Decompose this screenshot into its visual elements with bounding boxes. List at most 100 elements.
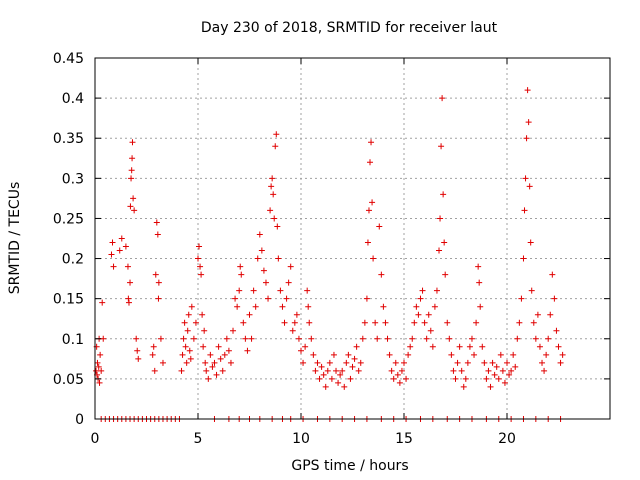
data-point bbox=[283, 295, 290, 302]
data-point bbox=[93, 367, 100, 374]
data-point bbox=[345, 351, 352, 358]
data-point bbox=[501, 379, 508, 386]
data-point bbox=[308, 335, 315, 342]
data-point bbox=[250, 287, 257, 294]
data-point bbox=[186, 347, 193, 354]
data-point bbox=[219, 367, 226, 374]
data-point bbox=[437, 215, 444, 222]
data-point bbox=[232, 295, 239, 302]
data-point bbox=[183, 359, 190, 366]
data-point bbox=[384, 335, 391, 342]
data-point bbox=[205, 375, 212, 382]
data-point bbox=[110, 263, 117, 270]
data-point bbox=[438, 143, 445, 150]
data-point bbox=[510, 351, 517, 358]
data-point bbox=[520, 255, 527, 262]
data-point bbox=[370, 255, 377, 262]
data-point bbox=[553, 327, 560, 334]
y-tick-label: 0.2 bbox=[62, 252, 84, 268]
data-point bbox=[526, 183, 533, 190]
data-point bbox=[477, 303, 484, 310]
data-markers bbox=[93, 87, 566, 422]
data-point bbox=[246, 311, 253, 318]
data-point bbox=[131, 207, 138, 214]
data-point bbox=[198, 271, 205, 278]
data-point bbox=[116, 247, 123, 254]
data-point bbox=[254, 255, 261, 262]
data-point bbox=[367, 159, 374, 166]
data-point bbox=[499, 367, 506, 374]
data-point bbox=[248, 335, 255, 342]
data-point bbox=[258, 247, 265, 254]
y-tick-label: 0.25 bbox=[53, 211, 84, 227]
data-point bbox=[187, 355, 194, 362]
data-point bbox=[409, 335, 416, 342]
data-point bbox=[441, 239, 448, 246]
data-point bbox=[217, 355, 224, 362]
data-point bbox=[285, 279, 292, 286]
data-point bbox=[343, 359, 350, 366]
data-point bbox=[516, 319, 523, 326]
data-point bbox=[450, 367, 457, 374]
data-point bbox=[415, 311, 422, 318]
y-tick-label: 0.1 bbox=[62, 332, 84, 348]
data-point bbox=[508, 367, 515, 374]
data-point bbox=[234, 303, 241, 310]
data-point bbox=[184, 327, 191, 334]
data-point bbox=[155, 295, 162, 302]
x-tick-label: 0 bbox=[91, 431, 100, 447]
data-point bbox=[275, 255, 282, 262]
data-point bbox=[431, 303, 438, 310]
data-point bbox=[223, 335, 230, 342]
data-point bbox=[260, 267, 267, 274]
data-point bbox=[534, 311, 541, 318]
plot-frame bbox=[94, 57, 611, 420]
data-point bbox=[506, 371, 513, 378]
data-point bbox=[127, 203, 134, 210]
data-point bbox=[300, 359, 307, 366]
data-point bbox=[134, 347, 141, 354]
data-point bbox=[211, 359, 218, 366]
data-point bbox=[272, 143, 279, 150]
data-point bbox=[386, 351, 393, 358]
data-point bbox=[128, 175, 135, 182]
data-point bbox=[244, 347, 251, 354]
data-point bbox=[298, 347, 304, 354]
data-point bbox=[429, 343, 436, 350]
data-point bbox=[279, 303, 286, 310]
data-point bbox=[349, 363, 356, 370]
data-point bbox=[200, 343, 207, 350]
data-point bbox=[192, 319, 199, 326]
data-point bbox=[312, 367, 319, 374]
data-point bbox=[127, 279, 134, 286]
data-point bbox=[475, 263, 482, 270]
data-point bbox=[201, 327, 208, 334]
data-point bbox=[237, 263, 244, 270]
data-point bbox=[97, 351, 104, 358]
data-point bbox=[405, 351, 412, 358]
data-point bbox=[333, 367, 340, 374]
data-point bbox=[355, 367, 362, 374]
data-point bbox=[547, 311, 554, 318]
x-tick-label: 10 bbox=[292, 431, 310, 447]
data-point bbox=[419, 287, 426, 294]
data-point bbox=[557, 359, 564, 366]
data-point bbox=[446, 335, 453, 342]
data-point bbox=[209, 363, 216, 370]
data-point bbox=[95, 363, 102, 370]
data-point bbox=[305, 303, 312, 310]
data-point bbox=[291, 319, 298, 326]
data-point bbox=[150, 343, 157, 350]
data-point bbox=[364, 239, 371, 246]
data-point bbox=[403, 375, 410, 382]
data-point bbox=[326, 359, 333, 366]
data-point bbox=[124, 263, 131, 270]
data-point bbox=[543, 351, 550, 358]
data-point bbox=[545, 335, 552, 342]
x-axis-label: GPS time / hours bbox=[291, 458, 408, 474]
x-tick-label: 15 bbox=[395, 431, 413, 447]
data-point bbox=[287, 263, 294, 270]
data-point bbox=[179, 351, 186, 358]
data-point bbox=[271, 215, 278, 222]
data-point bbox=[335, 379, 342, 386]
